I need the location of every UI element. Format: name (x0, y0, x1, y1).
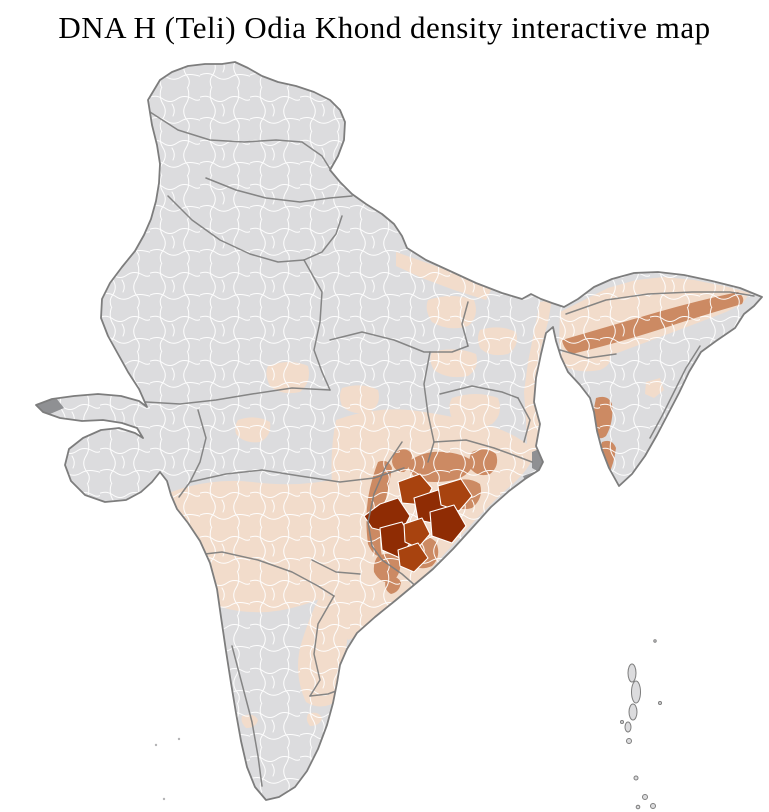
district-shape[interactable] (403, 517, 431, 549)
state-boundaries (145, 111, 755, 787)
district-shape[interactable] (397, 542, 429, 573)
district-shape[interactable] (437, 478, 473, 512)
district-shape[interactable] (429, 504, 467, 544)
density-high-districts[interactable] (363, 473, 473, 573)
lakshadweep-islands[interactable] (154, 737, 181, 801)
map-title: DNA H (Teli) Odia Khond density interact… (58, 10, 711, 45)
india-landmass[interactable] (35, 61, 763, 801)
andaman-nicobar-islands[interactable] (620, 639, 662, 810)
region-shape[interactable] (156, 558, 182, 608)
